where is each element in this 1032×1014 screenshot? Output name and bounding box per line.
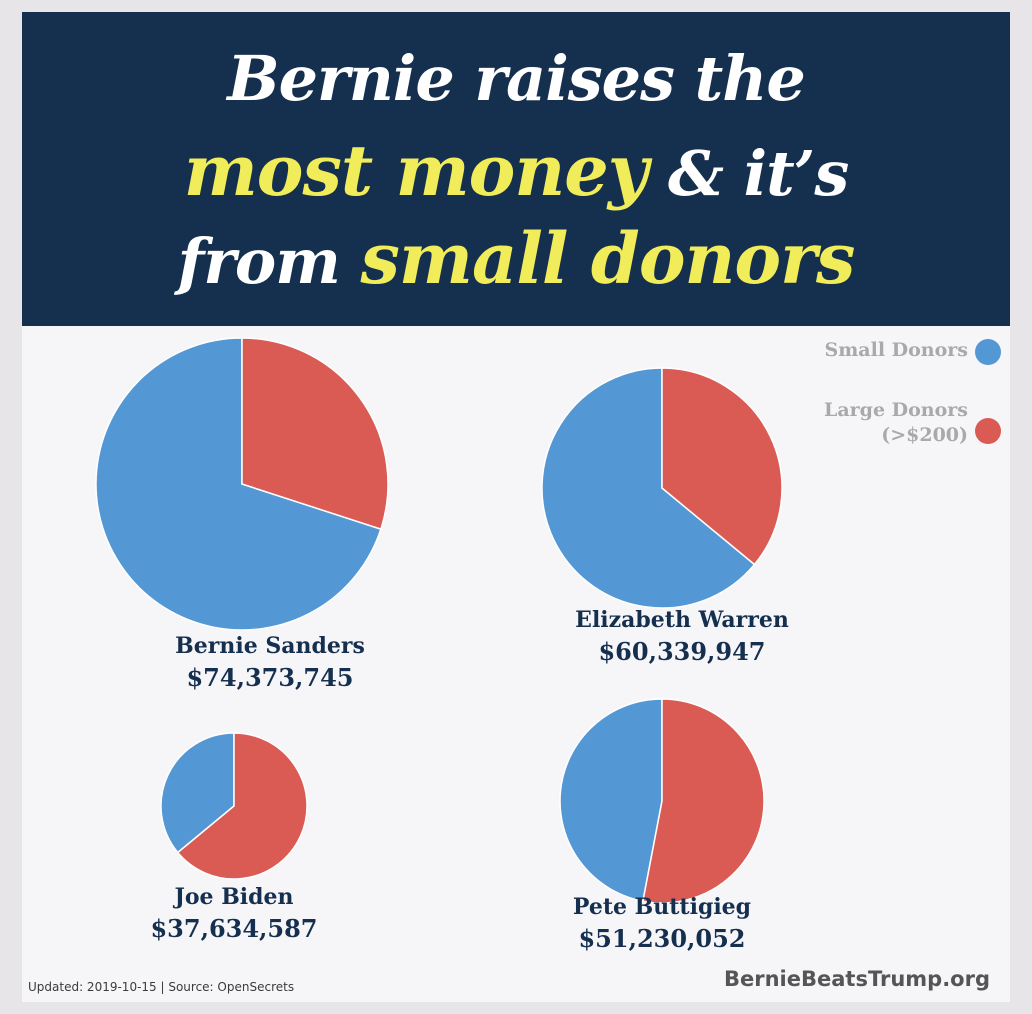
legend-small-dot (975, 339, 1001, 365)
legend-large-label-line-1: Large Donors (823, 399, 968, 421)
candidate-name: Bernie Sanders (175, 633, 365, 659)
headline-text-3: from (177, 225, 361, 298)
legend-large-label: Large Donors (>$200) (824, 398, 968, 448)
candidate-total: $60,339,947 (598, 637, 766, 666)
legend-large-dot (975, 418, 1001, 444)
candidate-label-warren: Elizabeth Warren $60,339,947 (512, 605, 852, 669)
candidate-total: $51,230,052 (578, 924, 746, 953)
candidate-label-sanders: Bernie Sanders $74,373,745 (100, 631, 440, 695)
pie-slice-small-donors (160, 732, 235, 854)
candidate-total: $74,373,745 (186, 663, 354, 692)
pie-slice-large-donors (176, 732, 308, 880)
pie-warren (541, 367, 783, 609)
headline-banner: Bernie raises the most money & it’s from… (22, 12, 1010, 326)
candidate-name: Pete Buttigieg (572, 894, 752, 920)
headline-text-2: & it’s (647, 137, 849, 210)
pie-slice-small-donors (559, 698, 663, 903)
pie-slice-large-donors (241, 337, 389, 531)
headline-highlight-most-money: most money (183, 129, 649, 212)
pie-slice-large-donors (661, 367, 783, 566)
candidate-total: $37,634,587 (150, 914, 318, 943)
headline-text-1: Bernie raises the (227, 42, 806, 115)
pie-slice-small-donors (541, 367, 756, 609)
pie-slice-large-donors (642, 698, 765, 904)
footer-source-note: Updated: 2019-10-15 | Source: OpenSecret… (28, 980, 295, 994)
infographic-card: Bernie raises the most money & it’s from… (22, 12, 1010, 1002)
legend-large-label-line-2: (>$200) (881, 424, 968, 446)
candidate-label-biden: Joe Biden $37,634,587 (64, 882, 404, 946)
headline-line-1: Bernie raises the (22, 48, 1010, 110)
candidate-name: Elizabeth Warren (575, 607, 789, 633)
headline-line-3: from small donors (22, 224, 1010, 294)
pie-biden (160, 732, 308, 880)
headline-line-2: most money & it’s (22, 136, 1010, 206)
pie-buttigieg (559, 698, 765, 904)
legend-small-label: Small Donors (824, 339, 968, 361)
pie-charts (95, 337, 783, 904)
headline-highlight-small-donors: small donors (360, 217, 855, 300)
candidate-name: Joe Biden (174, 884, 294, 910)
footer-site-link[interactable]: BernieBeatsTrump.org (724, 967, 990, 991)
pie-sanders (95, 337, 389, 631)
candidate-label-buttigieg: Pete Buttigieg $51,230,052 (492, 892, 832, 956)
pie-slice-small-donors (95, 337, 382, 631)
